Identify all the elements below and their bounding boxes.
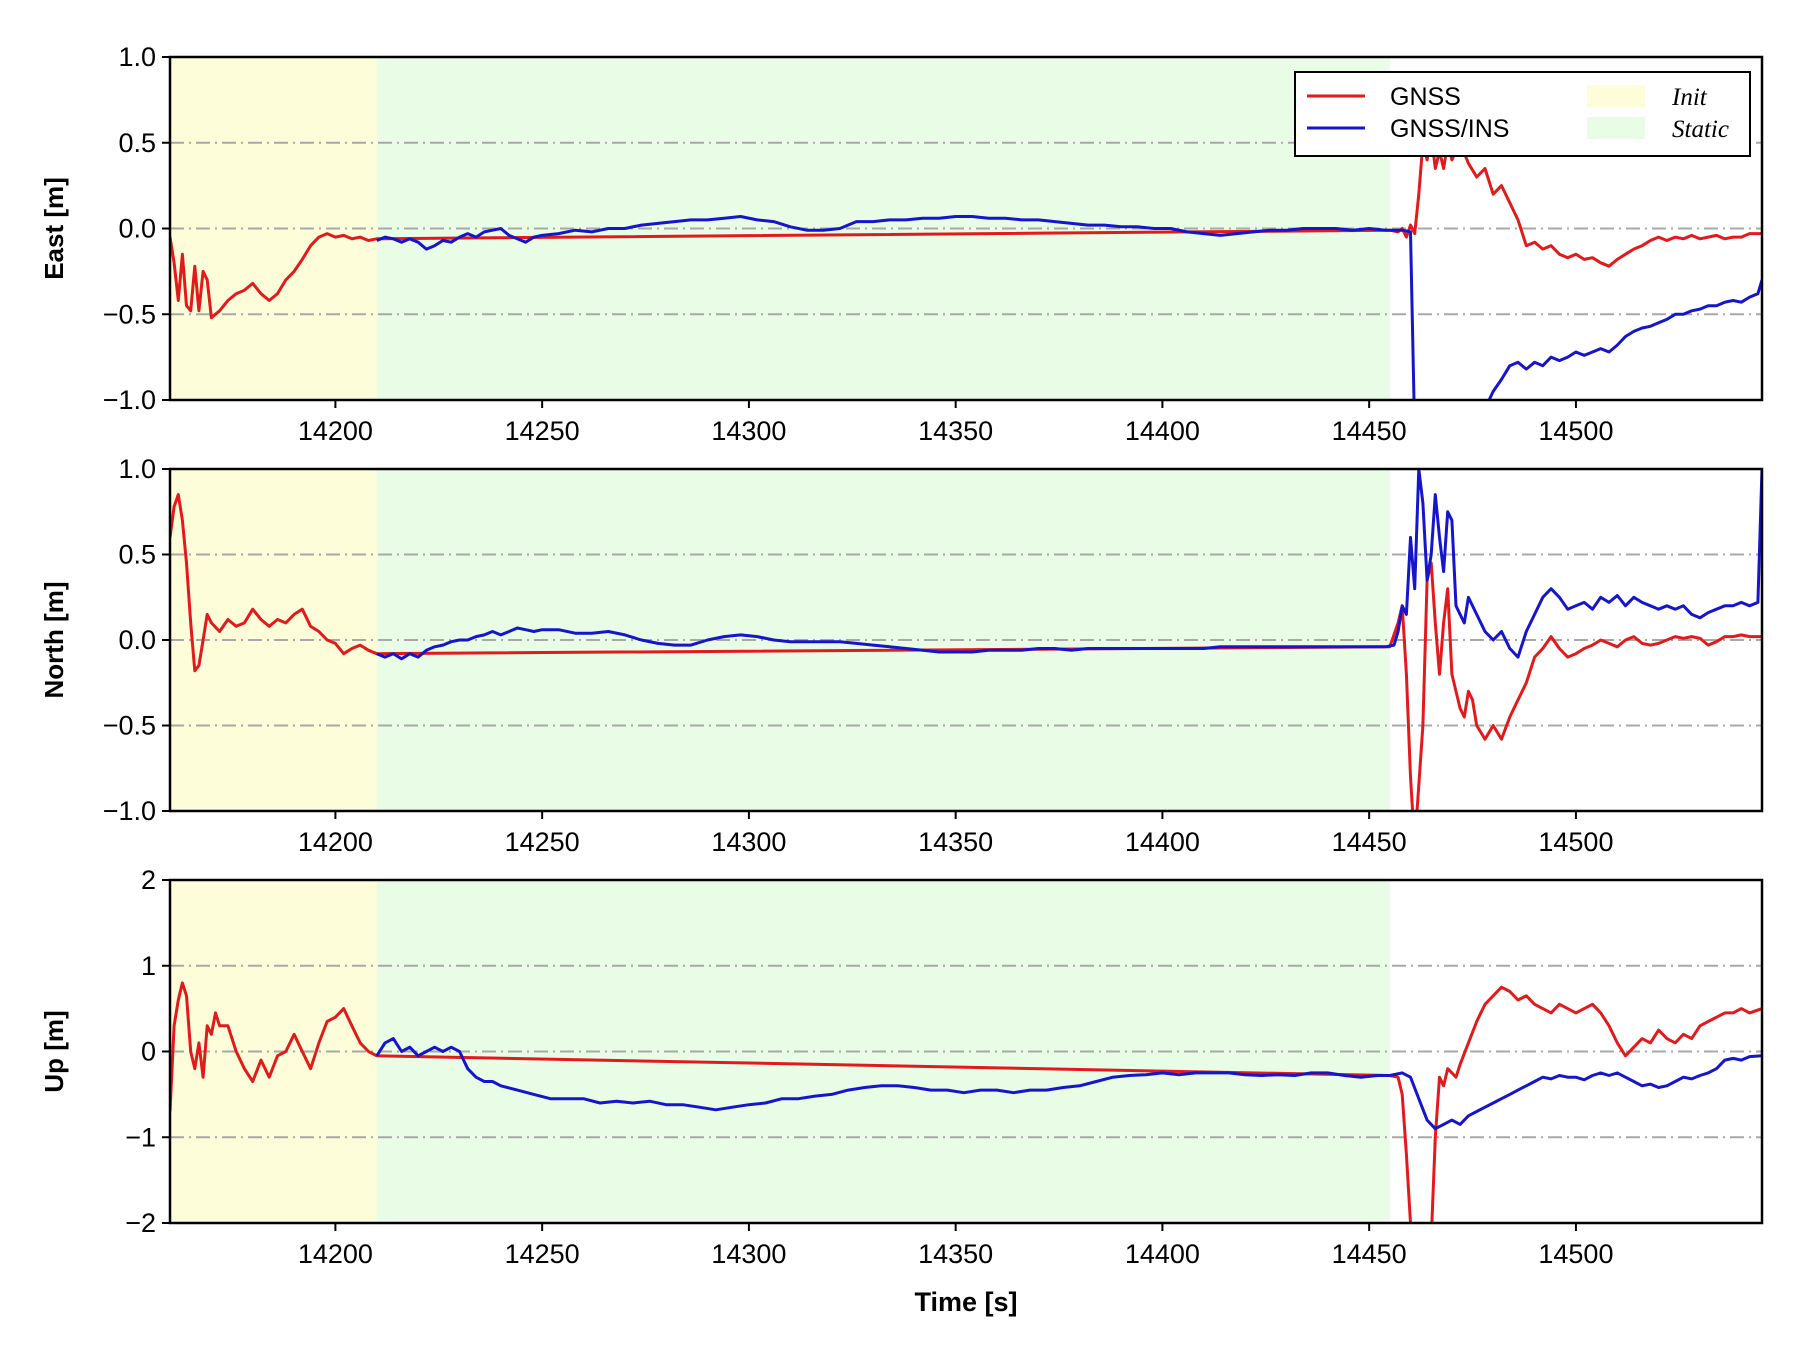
- y-tick-label: 1: [141, 951, 156, 981]
- x-tick-label: 14400: [1125, 416, 1200, 446]
- x-tick-label: 14300: [711, 416, 786, 446]
- x-tick-label: 14400: [1125, 827, 1200, 857]
- y-tick-label: 1.0: [118, 42, 156, 72]
- y-axis-label: East [m]: [39, 177, 69, 280]
- y-tick-label: −1.0: [103, 796, 156, 826]
- y-tick-label: 0.0: [118, 625, 156, 655]
- x-tick-label: 14350: [918, 1239, 993, 1269]
- y-tick-label: 0.5: [118, 128, 156, 158]
- y-tick-label: 0.5: [118, 540, 156, 570]
- x-tick-label: 14300: [711, 1239, 786, 1269]
- x-tick-label: 14450: [1332, 416, 1407, 446]
- panel-2: 1.0 0.5 0.0 −0.5 −1.0 14200 14250 14300 14350 144…: [39, 454, 1764, 857]
- y-tick-label: 1.0: [118, 454, 156, 484]
- x-tick-label: 14500: [1538, 1239, 1613, 1269]
- panel-1: 1.0 0.5 0.0 −0.5 −1.0 14200 14250 14300 14350 144…: [39, 42, 1764, 446]
- y-axis-label: North [m]: [39, 582, 69, 699]
- x-tick-label: 14250: [505, 1239, 580, 1269]
- x-tick-label: 14500: [1538, 827, 1613, 857]
- legend-label: Init: [1671, 84, 1708, 111]
- y-tick-label: −0.5: [103, 299, 156, 329]
- legend-swatch: [1587, 85, 1645, 107]
- legend: GNSS GNSS/INS Init Static: [1294, 71, 1751, 157]
- panel-3: 2 1 0 −1 −2 14200 14250 14300 14350 14400 14450 145…: [39, 865, 1764, 1317]
- x-tick-label: 14300: [711, 827, 786, 857]
- y-tick-label: −0.5: [103, 711, 156, 741]
- y-tick-label: −2: [125, 1208, 156, 1238]
- x-tick-label: 14200: [298, 416, 373, 446]
- y-tick-label: −1.0: [103, 385, 156, 415]
- series-line-gnss: [170, 981, 1762, 1223]
- legend-swatch: [1587, 117, 1645, 139]
- x-tick-label: 14450: [1332, 1239, 1407, 1269]
- y-axis-label: Up [m]: [39, 1010, 69, 1092]
- x-tick-label: 14250: [505, 416, 580, 446]
- x-tick-label: 14200: [298, 827, 373, 857]
- legend-label: GNSS/INS: [1390, 115, 1509, 143]
- series-line-gnss: [170, 493, 1762, 811]
- legend-label: GNSS: [1390, 83, 1461, 111]
- x-tick-label: 14350: [918, 416, 993, 446]
- y-tick-label: 2: [141, 865, 156, 895]
- x-tick-label: 14400: [1125, 1239, 1200, 1269]
- x-tick-label: 14450: [1332, 827, 1407, 857]
- x-tick-label: 14200: [298, 1239, 373, 1269]
- series-line-gnss-ins: [376, 469, 1762, 661]
- x-axis-label: Time [s]: [914, 1287, 1017, 1317]
- y-tick-label: −1: [125, 1122, 156, 1152]
- legend-label: Static: [1672, 116, 1729, 143]
- x-tick-label: 14500: [1538, 416, 1613, 446]
- series-line-gnss-ins: [375, 1037, 1762, 1131]
- x-tick-label: 14350: [918, 827, 993, 857]
- y-tick-label: 0: [141, 1037, 156, 1067]
- series-line-gnss-ins: [376, 215, 1762, 400]
- series-line-gnss: [170, 132, 1762, 320]
- y-tick-label: 0.0: [118, 214, 156, 244]
- x-tick-label: 14250: [505, 827, 580, 857]
